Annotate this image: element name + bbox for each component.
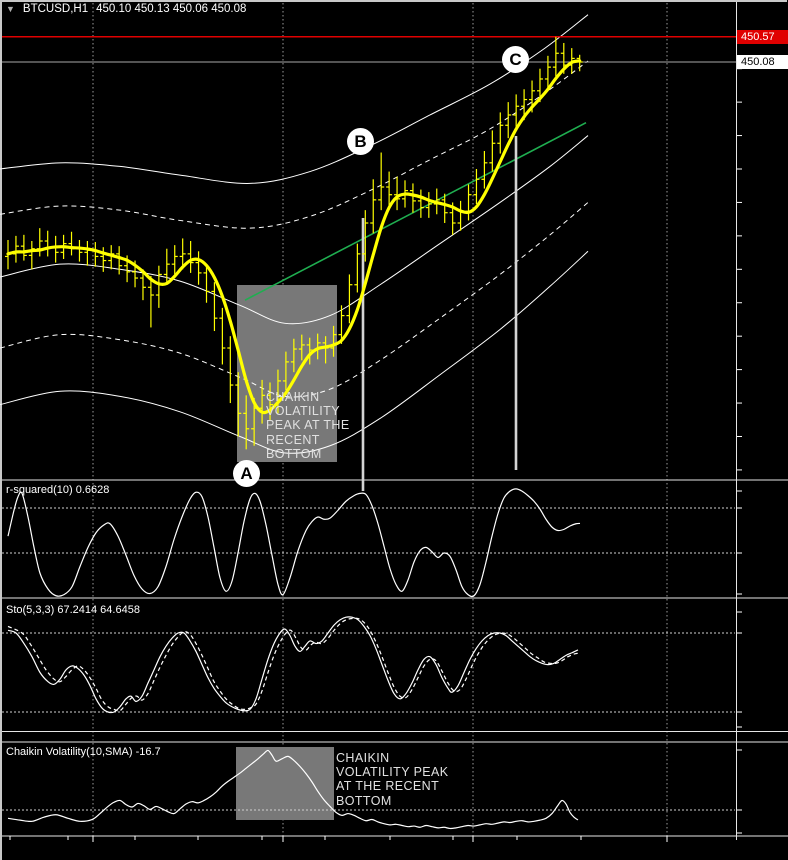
chaikin-panel-label: Chaikin Volatility(10,SMA) -16.7 — [6, 746, 161, 758]
marker-b[interactable]: B — [347, 128, 374, 155]
price-scale[interactable]: 449.95449.30448.65448.00447.35446.70446.… — [737, 0, 788, 836]
time-scale[interactable]: 21 May 201621 May 21:0022 May 05:0022 Ma… — [0, 837, 736, 860]
ohlc-quote-label: 450.10 450.13 450.06 450.08 — [96, 3, 247, 15]
chaikin-annotation-text[interactable]: CHAIKIN VOLATILITY PEAK AT THE RECENT BO… — [336, 751, 449, 808]
symbol-period-label: BTCUSD,H1 — [22, 3, 89, 15]
chart-title-bar: ▼ BTCUSD,H1 450.10 450.13 450.06 450.08 — [6, 3, 246, 15]
marker-c[interactable]: C — [502, 46, 529, 73]
high-price-badge: 450.57 — [737, 30, 788, 44]
rsquared-panel-label: r-squared(10) 0.6628 — [6, 484, 110, 496]
stochastic-panel-label: Sto(5,3,3) 67.2414 64.6458 — [6, 604, 140, 616]
current-price-badge: 450.08 — [737, 55, 788, 69]
main-annotation-text[interactable]: CHAIKIN VOLATILITY PEAK AT THE RECENT BO… — [266, 390, 350, 461]
marker-c-label: C — [509, 49, 522, 69]
marker-a[interactable]: A — [233, 460, 260, 487]
panel-splitter[interactable] — [0, 477, 736, 483]
chevron-down-icon[interactable]: ▼ — [6, 4, 15, 14]
panel-splitter[interactable] — [0, 595, 736, 601]
panel-splitter[interactable] — [0, 733, 736, 739]
marker-b-label: B — [354, 131, 367, 151]
marker-a-label: A — [240, 463, 253, 483]
